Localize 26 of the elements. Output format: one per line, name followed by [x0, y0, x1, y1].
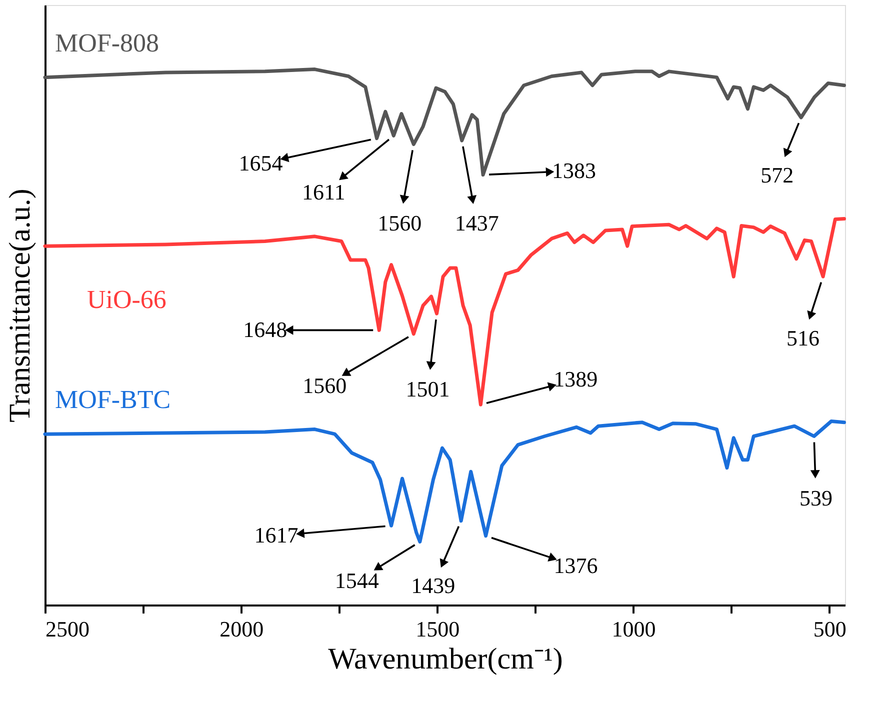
- annotation: 1383: [552, 158, 596, 183]
- x-tick-label: 1500: [416, 616, 460, 642]
- annotation: 1648: [243, 317, 288, 342]
- series-label: UiO-66: [87, 285, 166, 314]
- annotation: 1617: [254, 522, 298, 548]
- x-axis-title: Wavenumber(cm⁻¹): [328, 642, 563, 676]
- x-tick-label: 500: [813, 616, 846, 642]
- annotation: 1439: [411, 572, 456, 598]
- x-tick-label: 2000: [220, 616, 264, 642]
- annotation: 1501: [406, 376, 450, 402]
- series-label: MOF-BTC: [55, 385, 171, 414]
- annotation: 1654: [238, 150, 283, 176]
- annotation: 1560: [302, 372, 347, 398]
- annotation: 572: [760, 162, 794, 188]
- annotation: 1611: [302, 180, 346, 205]
- x-tick-label: 1000: [612, 616, 656, 642]
- annotation: 1389: [554, 366, 598, 392]
- y-axis-title: Transmittance(a.u.): [4, 188, 36, 422]
- annotation: 1376: [554, 552, 598, 578]
- x-tick-label: 2500: [46, 616, 90, 642]
- annotation: 1560: [378, 210, 422, 236]
- annotation: 1437: [454, 210, 499, 236]
- annotation: 1544: [334, 568, 379, 593]
- annotation: 516: [786, 326, 820, 351]
- series-label: MOF-808: [55, 28, 160, 58]
- annotation: 539: [800, 485, 833, 510]
